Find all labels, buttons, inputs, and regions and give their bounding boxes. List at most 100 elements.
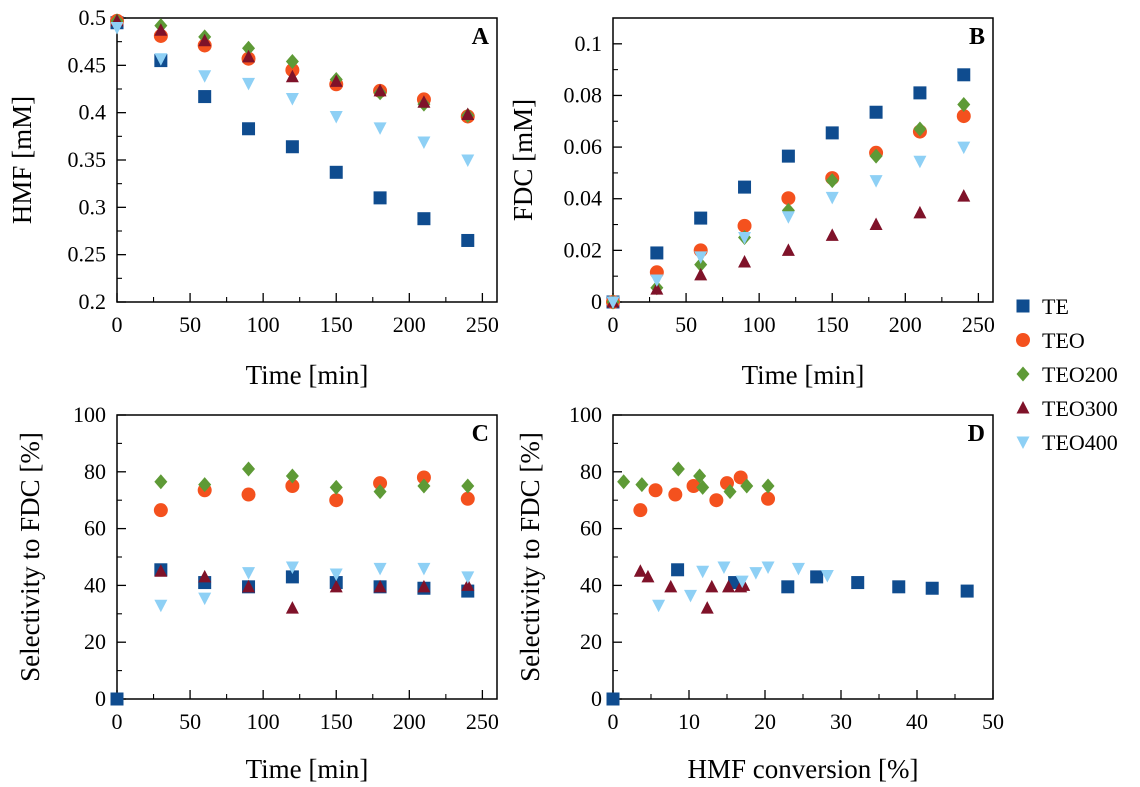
data-point-te — [650, 246, 664, 260]
data-point-teo400 — [650, 274, 664, 288]
data-point-teo300 — [417, 95, 431, 108]
data-point-teo400 — [791, 562, 805, 576]
data-point-teo300 — [242, 579, 256, 593]
x-tick-label: 150 — [320, 709, 353, 734]
y-tick-label: 60 — [580, 516, 602, 541]
data-point-teo — [956, 109, 971, 124]
x-tick-label: 40 — [906, 709, 928, 734]
x-axis-label: Time [min] — [742, 360, 865, 390]
y-tick-label: 0 — [591, 686, 602, 711]
data-point-teo300 — [738, 254, 752, 268]
data-point-teo400 — [285, 92, 299, 106]
data-point-teo300 — [285, 69, 299, 83]
x-tick-label: 100 — [247, 709, 280, 734]
data-point-teo — [686, 479, 701, 493]
data-point-teo — [329, 493, 344, 508]
data-point-teo — [241, 487, 256, 502]
y-tick-label: 100 — [569, 402, 602, 427]
data-point-teo400 — [749, 567, 763, 580]
data-point-teo300 — [913, 205, 927, 219]
legend: TE TEO TEO200 TEO300 TEO400 — [1016, 294, 1118, 455]
data-point-teo400 — [694, 251, 708, 264]
data-point-teo200 — [329, 479, 343, 495]
data-point-teo300 — [664, 579, 678, 593]
data-point-teo400 — [373, 122, 387, 135]
y-tick-label: 0 — [95, 686, 106, 711]
data-point-te — [851, 576, 865, 590]
data-point-teo400 — [154, 599, 168, 613]
data-point-teo300 — [633, 564, 647, 577]
data-point-teo300 — [461, 578, 475, 591]
data-point-teo — [153, 503, 168, 518]
data-point-teo200 — [617, 474, 631, 490]
data-point-te — [373, 191, 387, 205]
x-tick-label: 150 — [320, 312, 353, 337]
x-tick-label: 200 — [889, 312, 922, 337]
data-point-teo400 — [652, 599, 666, 613]
y-tick-label: 20 — [580, 629, 602, 654]
y-tick-label: 80 — [84, 459, 106, 484]
legend-marker-teo200 — [1016, 366, 1030, 382]
x-tick-label: 250 — [466, 709, 499, 734]
x-axis-label: HMF conversion [%] — [688, 754, 919, 784]
x-tick-label: 30 — [830, 709, 852, 734]
data-point-te — [694, 211, 708, 225]
data-point-teo400 — [957, 141, 971, 155]
y-tick-label: 0.04 — [564, 186, 603, 211]
data-point-teo400 — [869, 175, 883, 188]
data-point-teo200 — [242, 461, 256, 477]
data-point-teo400 — [242, 567, 256, 580]
y-tick-label: 20 — [84, 629, 106, 654]
data-point-teo400 — [373, 562, 387, 576]
data-point-te — [417, 212, 431, 226]
data-point-teo — [416, 470, 431, 485]
data-point-teo400 — [781, 211, 795, 224]
data-point-teo300 — [285, 601, 299, 614]
data-point-teo — [733, 470, 748, 485]
x-tick-label: 50 — [179, 709, 201, 734]
legend-marker-teo400 — [1016, 436, 1030, 449]
data-point-teo400 — [242, 77, 256, 91]
data-point-teo300 — [694, 267, 708, 281]
y-tick-label: 0.1 — [575, 31, 603, 56]
data-point-te — [892, 580, 906, 594]
data-point-teo400 — [696, 565, 710, 579]
legend-label-teo200: TEO200 — [1042, 362, 1118, 387]
x-tick-label: 0 — [112, 709, 123, 734]
panel-c: 0 50 100 150 200 250 0 20 40 60 80 100 Time [min] Sel… — [15, 402, 499, 784]
data-point-teo200 — [417, 478, 431, 494]
x-tick-label: 50 — [982, 709, 1004, 734]
legend-marker-teo — [1016, 333, 1030, 347]
data-point-teo300 — [417, 579, 431, 593]
y-axis-label: HMF [mM] — [7, 96, 37, 224]
data-point-teo — [285, 479, 300, 493]
y-tick-label: 0.08 — [564, 82, 603, 107]
x-tick-label: 0 — [608, 709, 619, 734]
data-point-teo200 — [635, 477, 649, 493]
plot-frame — [116, 414, 498, 700]
data-point-teo — [648, 483, 663, 498]
panel-letter: A — [472, 24, 490, 50]
data-point-teo200 — [694, 257, 708, 273]
data-point-teo400 — [735, 575, 749, 589]
data-point-te — [957, 68, 971, 82]
legend-label-te: TE — [1042, 294, 1069, 319]
y-tick-label: 0.02 — [564, 237, 603, 262]
data-point-te — [925, 581, 939, 595]
data-point-teo200 — [285, 468, 299, 484]
y-tick-label: 60 — [84, 516, 106, 541]
panel-letter: C — [472, 421, 489, 447]
data-point-teo300 — [700, 601, 714, 614]
data-point-teo400 — [820, 569, 834, 583]
y-axis-label: FDC [mM] — [508, 99, 538, 221]
data-point-teo400 — [761, 561, 775, 574]
data-point-teo400 — [329, 568, 343, 582]
plot-frame — [612, 414, 994, 700]
x-tick-label: 250 — [466, 312, 499, 337]
data-point-teo400 — [198, 592, 212, 606]
data-point-teo400 — [110, 21, 124, 35]
data-point-teo400 — [684, 589, 698, 603]
data-point-teo400 — [717, 561, 731, 574]
data-point-teo300 — [461, 107, 475, 121]
y-tick-label: 0.45 — [68, 52, 107, 77]
